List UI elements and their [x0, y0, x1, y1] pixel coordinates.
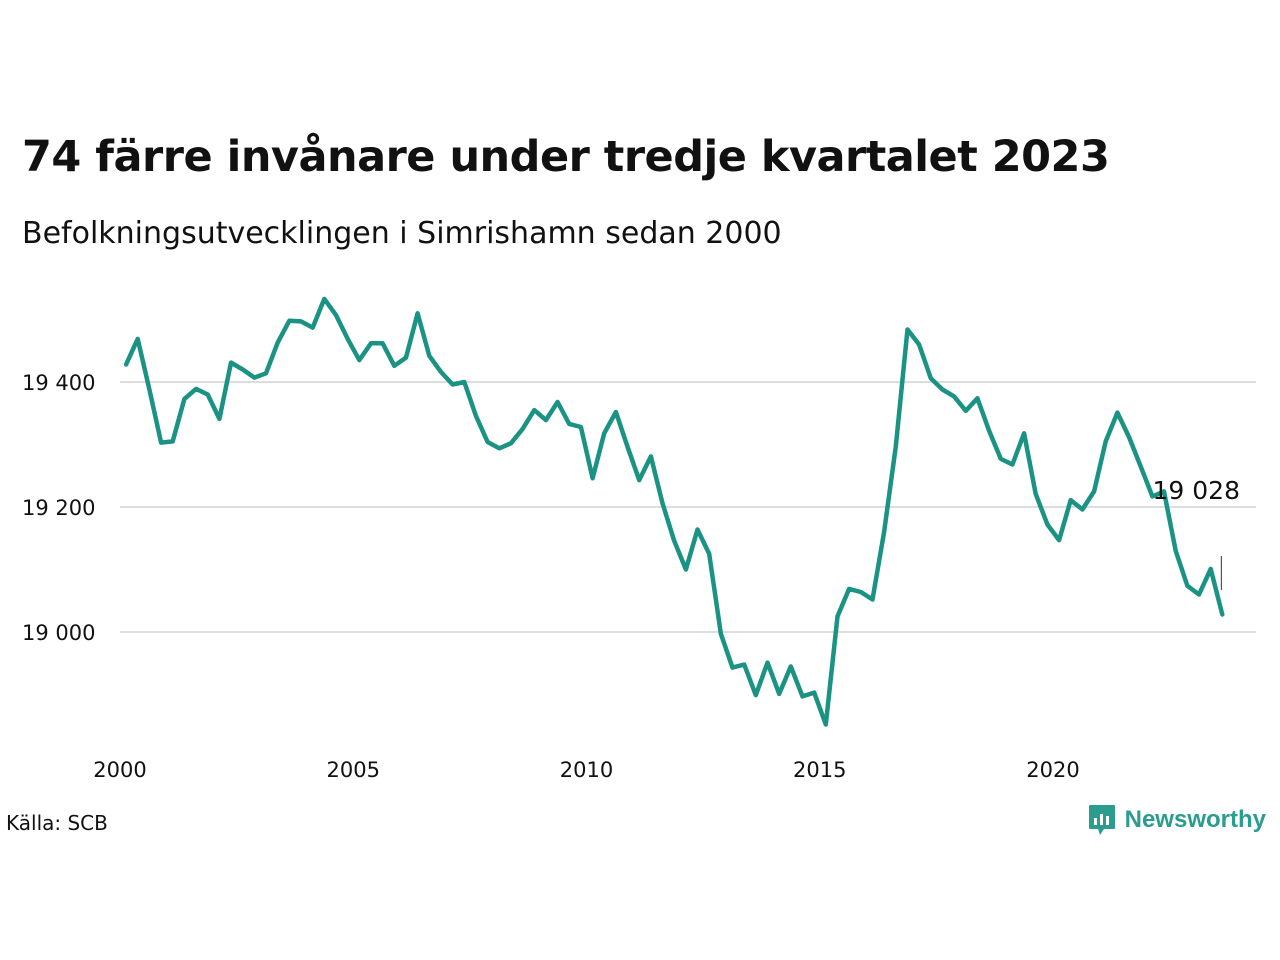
- y-axis-ticks: 19 000 19 200 19 400: [22, 371, 95, 645]
- source-note: Källa: SCB: [6, 811, 108, 835]
- series: [123, 296, 1225, 727]
- chart-title: 74 färre invånare under tredje kvartalet…: [22, 132, 1110, 182]
- end-label-group: 19 028: [1153, 476, 1240, 590]
- series-line: [123, 296, 1225, 727]
- chart-subtitle: Befolkningsutvecklingen i Simrishamn sed…: [22, 216, 782, 251]
- y-tick-label: 19 200: [22, 496, 95, 520]
- x-tick-label: 2020: [1026, 758, 1079, 782]
- y-tick-label: 19 000: [22, 621, 95, 645]
- brand-logo: Newsworthy: [1087, 803, 1266, 837]
- x-tick-label: 2015: [793, 758, 846, 782]
- end-value-label: 19 028: [1153, 476, 1240, 505]
- x-tick-label: 2000: [93, 758, 146, 782]
- x-axis-ticks: 2000 2005 2010 2015 2020: [93, 758, 1079, 782]
- x-tick-label: 2005: [327, 758, 380, 782]
- newsworthy-logo-icon: [1088, 805, 1115, 835]
- brand-name: Newsworthy: [1124, 806, 1266, 833]
- y-tick-label: 19 400: [22, 371, 95, 395]
- x-tick-label: 2010: [560, 758, 613, 782]
